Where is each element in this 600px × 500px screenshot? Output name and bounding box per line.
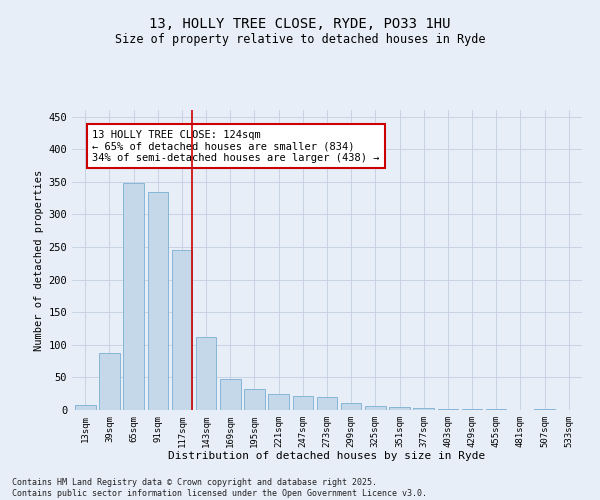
Bar bbox=[75, 406, 95, 410]
Text: 13 HOLLY TREE CLOSE: 124sqm
← 65% of detached houses are smaller (834)
34% of se: 13 HOLLY TREE CLOSE: 124sqm ← 65% of det… bbox=[92, 130, 380, 163]
Bar bbox=[148, 192, 168, 410]
Bar bbox=[220, 378, 241, 410]
Bar bbox=[317, 397, 337, 410]
Bar bbox=[389, 408, 410, 410]
Text: Size of property relative to detached houses in Ryde: Size of property relative to detached ho… bbox=[115, 32, 485, 46]
Bar bbox=[413, 408, 434, 410]
Bar bbox=[268, 394, 289, 410]
X-axis label: Distribution of detached houses by size in Ryde: Distribution of detached houses by size … bbox=[169, 452, 485, 462]
Y-axis label: Number of detached properties: Number of detached properties bbox=[34, 170, 44, 350]
Bar bbox=[99, 352, 120, 410]
Bar bbox=[293, 396, 313, 410]
Bar bbox=[365, 406, 386, 410]
Text: Contains HM Land Registry data © Crown copyright and database right 2025.
Contai: Contains HM Land Registry data © Crown c… bbox=[12, 478, 427, 498]
Bar bbox=[172, 250, 192, 410]
Bar bbox=[341, 404, 361, 410]
Bar bbox=[437, 408, 458, 410]
Bar bbox=[196, 337, 217, 410]
Bar bbox=[124, 183, 144, 410]
Text: 13, HOLLY TREE CLOSE, RYDE, PO33 1HU: 13, HOLLY TREE CLOSE, RYDE, PO33 1HU bbox=[149, 18, 451, 32]
Bar bbox=[244, 389, 265, 410]
